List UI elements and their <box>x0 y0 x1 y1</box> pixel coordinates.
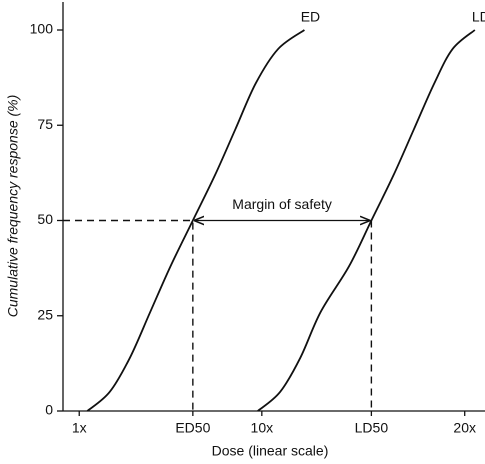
x-tick-label: 20x <box>453 420 476 436</box>
y-tick-label: 50 <box>37 211 53 227</box>
y-tick-label: 75 <box>37 116 53 132</box>
x-tick-label: ED50 <box>175 420 210 436</box>
y-tick-label: 0 <box>45 402 53 418</box>
y-axis-label: Cumulative frequency response (%) <box>5 95 21 318</box>
guide-line <box>63 219 194 411</box>
curve-label: ED <box>301 9 320 25</box>
annotation: Margin of safety <box>232 196 332 212</box>
curve <box>86 29 305 412</box>
x-tick-label: 1x <box>72 420 87 436</box>
y-tick-label: 25 <box>37 306 53 322</box>
x-axis-label: Dose (linear scale) <box>212 443 329 459</box>
x-tick-label: 10x <box>251 420 274 436</box>
y-tick-label: 100 <box>30 21 54 37</box>
curve <box>257 29 476 412</box>
x-tick-label: LD50 <box>355 420 389 436</box>
curve-label: LD <box>472 9 485 25</box>
